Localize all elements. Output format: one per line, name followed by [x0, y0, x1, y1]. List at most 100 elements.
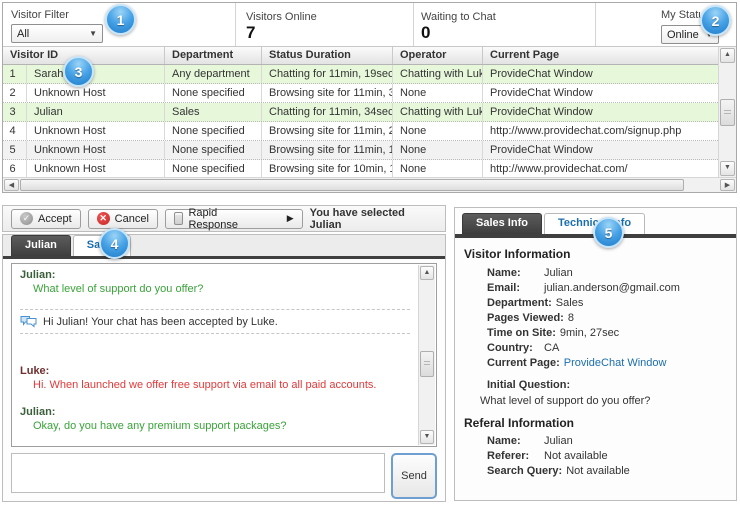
cell-row-number: 3	[3, 103, 27, 121]
callout-badge-1: 1	[105, 4, 136, 35]
visitor-information-heading: Visitor Information	[464, 247, 571, 261]
cell-visitor-id: Unknown Host	[27, 141, 165, 159]
table-horizontal-scrollbar[interactable]: ◀ ▶	[3, 177, 736, 192]
cell-visitor-id: Unknown Host	[27, 84, 165, 102]
chat-toolbar: ✓ Accept ✕ Cancel Rapid Response ▶ You h…	[2, 205, 446, 232]
table-row[interactable]: 5 Unknown Host None specified Browsing s…	[3, 141, 736, 160]
field-value: 8	[567, 312, 574, 324]
accept-button[interactable]: ✓ Accept	[11, 208, 81, 229]
cell-current-page: ProvideChat Window	[490, 144, 593, 156]
chat-input-row: Send	[11, 453, 437, 499]
scroll-up-icon[interactable]: ▲	[420, 266, 434, 280]
field-value: CA	[544, 342, 560, 354]
visitor-table: Visitor ID Department Status Duration Op…	[3, 47, 736, 192]
cell-visitor-id: Unknown Host	[27, 160, 165, 178]
scrollbar-thumb[interactable]	[420, 351, 434, 377]
table-row[interactable]: 3 Julian Sales Chatting for 11min, 34sec…	[3, 103, 736, 122]
cell-current-page: http://www.providechat.com/	[490, 163, 628, 175]
accept-button-label: Accept	[38, 212, 72, 225]
message-text: Okay, do you have any premium support pa…	[33, 420, 287, 432]
column-header-department[interactable]: Department	[165, 47, 262, 64]
scrollbar-thumb[interactable]	[720, 99, 735, 126]
info-field-row: Country: CA	[487, 342, 736, 357]
field-label: Name:	[487, 435, 521, 447]
field-label: Search Query:	[487, 465, 563, 477]
column-header-status-duration[interactable]: Status Duration	[262, 47, 393, 64]
table-row[interactable]: 1 Sarah Any department Chatting for 11mi…	[3, 65, 736, 84]
cell-status-duration: Chatting for 11min, 19sec	[262, 65, 393, 83]
table-row[interactable]: 4 Unknown Host None specified Browsing s…	[3, 122, 736, 141]
chat-message-input[interactable]	[11, 453, 385, 493]
message-text: What level of support do you offer?	[33, 283, 204, 295]
send-button[interactable]: Send	[391, 453, 437, 499]
chat-bubbles-icon	[20, 316, 37, 328]
field-value: Not available	[544, 450, 608, 462]
message-text: Hi. When launched we offer free support …	[33, 379, 377, 391]
cell-row-number: 4	[3, 122, 27, 140]
scrollbar-thumb[interactable]	[20, 179, 684, 191]
cell-department: None specified	[165, 141, 262, 159]
system-message: Hi Julian! Your chat has been accepted b…	[20, 309, 410, 334]
visitor-filter-value: All	[17, 27, 30, 40]
accept-check-icon: ✓	[20, 212, 33, 225]
thumb-grip	[424, 361, 430, 367]
referal-information-heading: Referal Information	[464, 416, 575, 430]
cell-operator: None	[393, 160, 483, 178]
waiting-to-chat-count: 0	[421, 23, 431, 42]
scroll-right-icon[interactable]: ▶	[720, 179, 735, 191]
callout-badge-2: 2	[700, 5, 731, 36]
chat-scrollbar[interactable]: ▲ ▼	[418, 265, 435, 445]
cell-row-number: 2	[3, 84, 27, 102]
cancel-button[interactable]: ✕ Cancel	[87, 208, 158, 229]
scroll-down-icon[interactable]: ▼	[720, 161, 735, 176]
column-header-operator[interactable]: Operator	[393, 47, 483, 64]
callout-badge-5: 5	[593, 217, 624, 248]
cell-visitor-id: Julian	[27, 103, 165, 121]
cell-status-duration: Browsing site for 11min, 12sec	[262, 141, 393, 159]
visitor-information-fields: Name: Julian Email: julian.anderson@gmai…	[455, 267, 736, 372]
field-label: Pages Viewed:	[487, 312, 564, 324]
initial-question-label: Initial Question:	[487, 379, 571, 391]
system-message-text: Hi Julian! Your chat has been accepted b…	[43, 315, 278, 328]
waiting-to-chat-label: Waiting to Chat	[421, 11, 496, 23]
cell-operator: Chatting with Luke	[393, 103, 483, 121]
message-sender: Julian:	[20, 269, 56, 281]
visitor-monitor-panel: Visitor Filter All ▼ Visitors Online 7 W…	[2, 2, 737, 193]
field-label: Referer:	[487, 450, 530, 462]
cell-visitor-id: Unknown Host	[27, 122, 165, 140]
chevron-down-icon: ▼	[89, 29, 97, 38]
my-status-label: My Status	[661, 9, 710, 21]
visitor-table-body: 1 Sarah Any department Chatting for 11mi…	[3, 65, 736, 179]
cell-operator: None	[393, 122, 483, 140]
cell-row-number: 5	[3, 141, 27, 159]
tab-julian[interactable]: Julian	[11, 235, 71, 256]
cell-operator: None	[393, 84, 483, 102]
table-row[interactable]: 2 Unknown Host None specified Browsing s…	[3, 84, 736, 103]
column-header-visitor-id[interactable]: Visitor ID	[3, 47, 165, 64]
visitor-filter-select[interactable]: All ▼	[11, 24, 103, 43]
scroll-left-icon[interactable]: ◀	[4, 179, 19, 191]
table-vertical-scrollbar[interactable]: ▲ ▼	[718, 47, 736, 177]
field-value: Not available	[566, 465, 630, 477]
field-value: Sales	[555, 297, 584, 309]
cancel-button-label: Cancel	[114, 212, 149, 225]
cell-operator: Chatting with Luke	[393, 65, 483, 83]
column-header-current-page[interactable]: Current Page	[490, 49, 560, 61]
cell-row-number: 1	[3, 65, 27, 83]
chat-message: Luke: Hi. When launched we offer free su…	[20, 364, 410, 392]
rapid-response-icon	[173, 212, 184, 225]
current-page-link[interactable]: ProvideChat Window	[563, 357, 667, 369]
cell-status-duration: Browsing site for 11min, 25sec	[262, 122, 393, 140]
field-label: Current Page:	[487, 357, 560, 369]
scroll-down-icon[interactable]: ▼	[420, 430, 434, 444]
referal-information-fields: Name: Julian Referer: Not available Sear…	[455, 435, 736, 480]
visitors-online-label: Visitors Online	[246, 11, 317, 23]
rapid-response-button[interactable]: Rapid Response ▶	[164, 207, 303, 231]
chat-transcript: Julian: What level of support do you off…	[11, 263, 437, 447]
tab-sales-info[interactable]: Sales Info	[462, 213, 542, 234]
cell-row-number: 6	[3, 160, 27, 178]
info-field-row: Time on Site: 9min, 27sec	[487, 327, 736, 342]
chat-message: Julian: Okay, do you have any premium su…	[20, 405, 410, 433]
scroll-up-icon[interactable]: ▲	[720, 48, 735, 63]
